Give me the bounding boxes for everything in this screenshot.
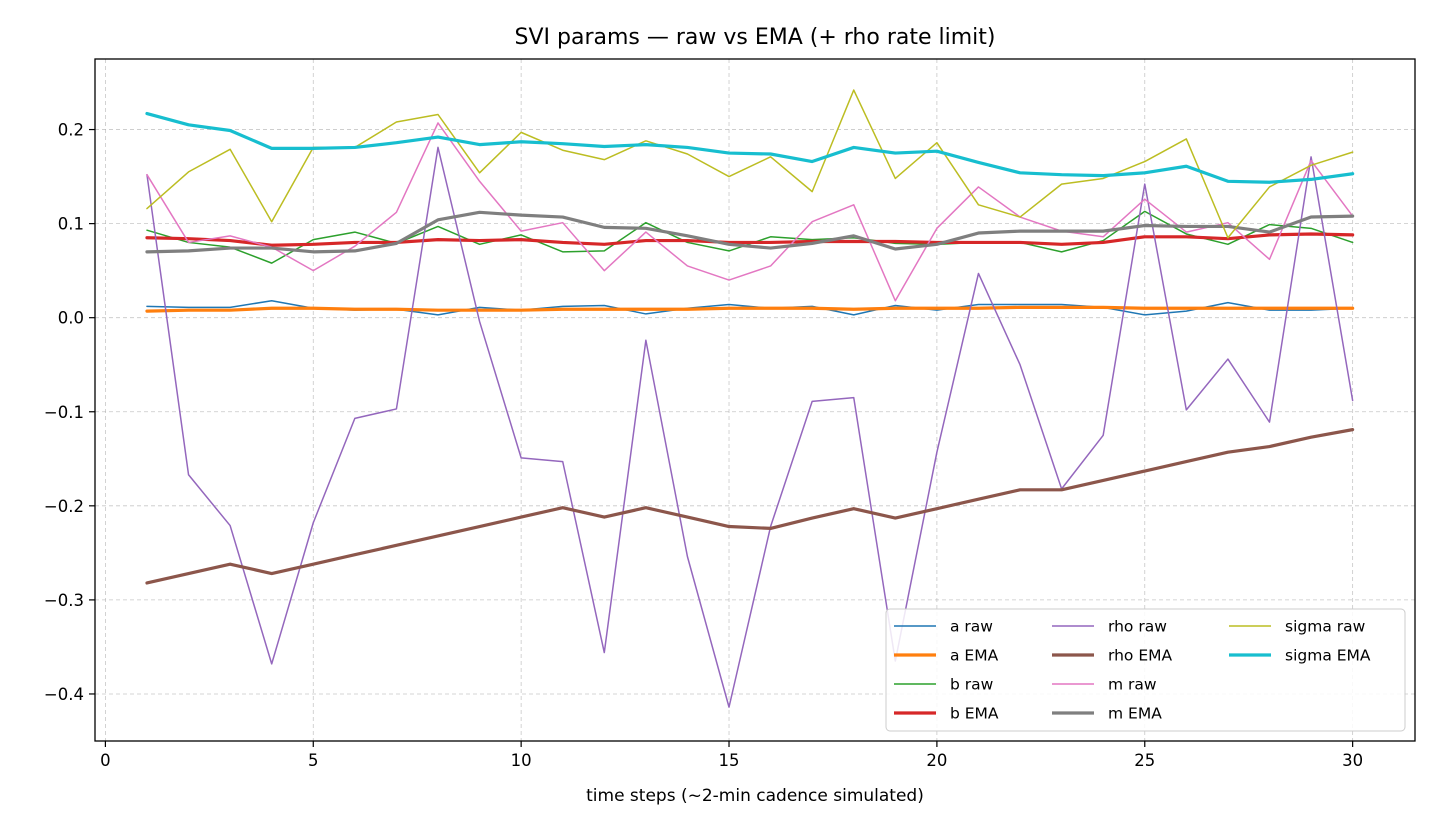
y-tick-label: 0.0	[58, 309, 84, 328]
legend-box	[885, 608, 1406, 732]
legend-label-sigma-ema: sigma EMA	[1285, 647, 1371, 665]
series-line-rho-raw	[146, 146, 1354, 708]
y-tick-label: −0.4	[44, 685, 84, 704]
series-line-sigma-raw	[146, 89, 1354, 239]
x-tick-label: 25	[1134, 751, 1155, 770]
legend-label-b-ema: b EMA	[950, 705, 999, 723]
x-tick-label: 30	[1342, 751, 1363, 770]
series-line-rho-ema	[145, 428, 1355, 585]
axes-frame	[94, 58, 1416, 742]
legend-items: a raw a EMA b raw b EMA rho raw rho EMA m raw m…	[894, 618, 1371, 723]
legend-label-m-raw: m raw	[1108, 676, 1157, 694]
x-tick-label: 20	[926, 751, 947, 770]
chart-title: SVI params — raw vs EMA (+ rho rate limi…	[515, 25, 996, 50]
x-axis-label: time steps (~2-min cadence simulated)	[586, 786, 924, 806]
series-line-b-ema	[145, 232, 1355, 247]
legend-label-a-ema: a EMA	[950, 647, 999, 665]
y-tick-label: −0.2	[44, 497, 84, 516]
legend-label-b-raw: b raw	[950, 676, 994, 694]
x-tick-label: 15	[719, 751, 740, 770]
legend-label-rho-ema: rho EMA	[1108, 647, 1173, 665]
tick-layer: 0 5 10 15 20 25 30 −0.4 −0.3 −0.2 −0.1 0.0 0.1 0.2	[44, 121, 1363, 770]
legend-label-sigma-raw: sigma raw	[1285, 618, 1366, 636]
series-line-a-ema	[145, 305, 1355, 313]
y-tick-label: −0.1	[44, 403, 84, 422]
legend: a raw a EMA b raw b EMA rho raw rho EMA m raw m…	[885, 608, 1406, 732]
y-tick-label: −0.3	[44, 591, 84, 610]
series-line-m-ema	[145, 210, 1355, 254]
series-line-sigma-ema	[145, 111, 1355, 184]
y-tick-label: 0.1	[58, 215, 84, 234]
legend-label-rho-raw: rho raw	[1108, 618, 1167, 636]
x-tick-label: 5	[308, 751, 319, 770]
legend-label-a-raw: a raw	[950, 618, 993, 636]
legend-label-m-ema: m EMA	[1108, 705, 1162, 723]
x-tick-label: 10	[511, 751, 532, 770]
y-tick-label: 0.2	[58, 121, 84, 140]
x-tick-label: 0	[100, 751, 111, 770]
series-layer	[145, 89, 1355, 708]
